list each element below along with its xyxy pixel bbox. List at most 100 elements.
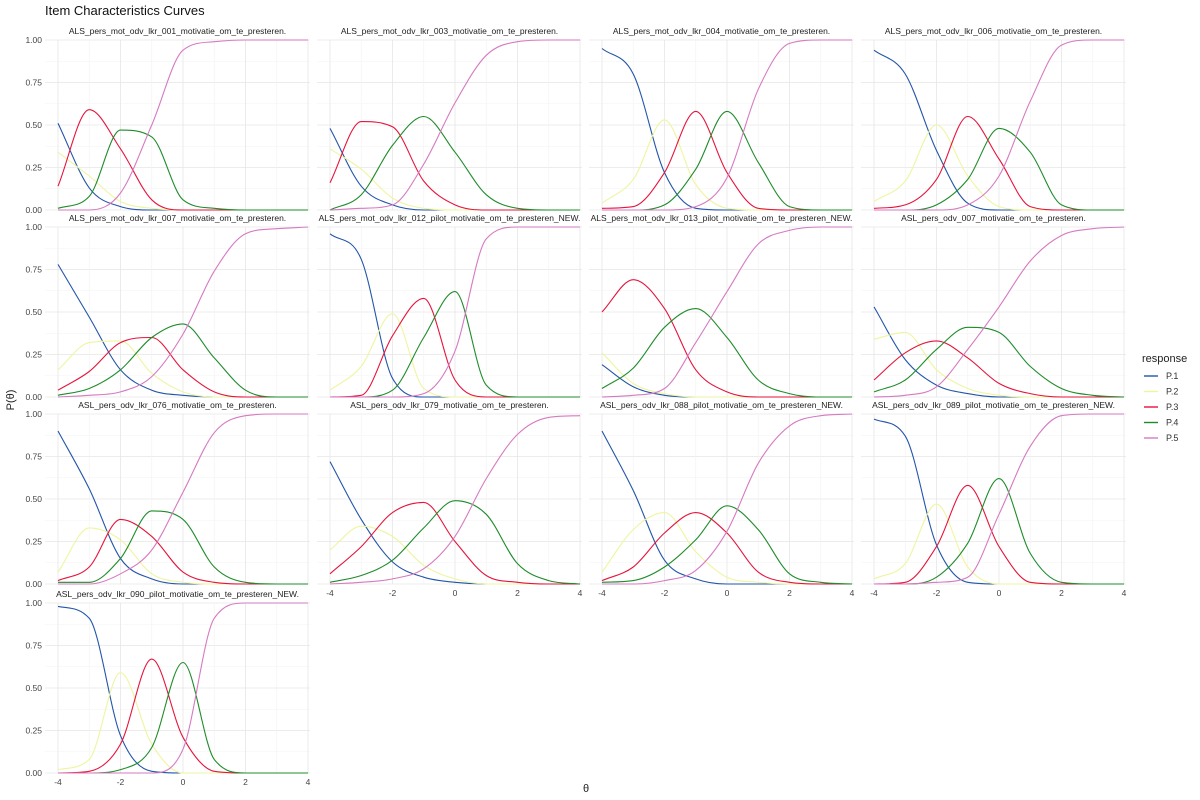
- x-tick-label: 4: [850, 588, 855, 598]
- legend-items: P.1 P.2 P.3 P.4 P.5: [1144, 371, 1178, 443]
- y-tick-label: 0.00: [25, 205, 42, 215]
- x-tick-label: -4: [598, 588, 606, 598]
- legend-title: response: [1142, 353, 1187, 365]
- panel-grid: [589, 413, 854, 585]
- x-tick-label: 0: [181, 777, 186, 787]
- legend: response P.1 P.2 P.3 P.4 P.5: [1142, 353, 1187, 443]
- x-tick-label: -4: [54, 777, 62, 787]
- x-axis-label: θ: [583, 783, 589, 795]
- facet-panel: ALS_pers_mot_odv_lkr_013_pilot_motivatie…: [589, 213, 854, 398]
- y-tick-label: 1.00: [25, 35, 42, 45]
- panel-title: ASL_pers_odv_lkr_090_pilot_motivatie_om_…: [56, 589, 299, 599]
- facet-panel: ASL_pers_odv_lkr_090_pilot_motivatie_om_…: [25, 589, 310, 787]
- facet-panel: ASL_pers_odv_lkr_088_pilot_motivatie_om_…: [589, 400, 855, 598]
- panel-title: ASL_pers_odv_lkr_089_pilot_motivatie_om_…: [872, 400, 1115, 410]
- series-line-p3: [601, 512, 852, 585]
- series-line-p4: [601, 505, 853, 585]
- series-line-p5: [873, 39, 1124, 211]
- y-tick-label: 0.50: [25, 494, 42, 504]
- x-tick-label: -2: [933, 588, 941, 598]
- legend-label: P.2: [1166, 387, 1178, 397]
- x-tick-label: 2: [515, 588, 520, 598]
- facet-panels: ALS_pers_mot_odv_lkr_001_motivatie_om_te…: [25, 26, 1126, 787]
- y-tick-label: 0.75: [25, 452, 42, 462]
- panel-grid: [45, 413, 310, 585]
- y-tick-label: 0.50: [25, 120, 42, 130]
- panel-grid: [317, 39, 582, 211]
- y-tick-label: 0.50: [25, 307, 42, 317]
- y-tick-label: 0.00: [25, 392, 42, 402]
- chart-title: Item Characteristics Curves: [45, 3, 205, 18]
- y-tick-label: 0.25: [25, 163, 42, 173]
- series-line-p5: [58, 413, 308, 585]
- panel-title: ASL_pers_odv_007_motivatie_om_te_prester…: [901, 213, 1086, 223]
- series-line-p4: [57, 323, 308, 398]
- facet-panel: ASL_pers_odv_lkr_076_motivatie_om_te_pre…: [25, 400, 310, 589]
- facet-panel: ASL_pers_odv_007_motivatie_om_te_prester…: [861, 213, 1126, 398]
- panel-title: ALS_pers_mot_odv_lkr_007_motivatie_om_te…: [69, 213, 286, 223]
- x-tick-label: -2: [661, 588, 669, 598]
- series-line-p4: [873, 326, 1125, 398]
- series-line-p4: [58, 510, 308, 585]
- y-tick-label: 0.25: [25, 350, 42, 360]
- panel-grid: [45, 602, 310, 774]
- series-line-p5: [57, 39, 308, 211]
- series-line-p4: [329, 500, 581, 585]
- x-tick-label: -2: [117, 777, 125, 787]
- y-tick-label: 0.75: [25, 78, 42, 88]
- y-tick-label: 0.50: [25, 683, 42, 693]
- legend-item: P.1: [1144, 371, 1178, 381]
- panel-grid: [45, 226, 310, 398]
- y-tick-label: 1.00: [25, 598, 42, 608]
- x-tick-label: 2: [243, 777, 248, 787]
- legend-item: P.5: [1144, 433, 1178, 443]
- facet-panel: ALS_pers_mot_odv_lkr_012_pilot_motivatie…: [317, 213, 582, 398]
- facet-panel: ASL_pers_odv_lkr_079_motivatie_om_te_pre…: [317, 400, 583, 598]
- x-tick-label: 4: [306, 777, 311, 787]
- series-line-p3: [329, 501, 580, 585]
- panel-title: ALS_pers_mot_odv_lkr_001_motivatie_om_te…: [69, 26, 286, 36]
- x-tick-label: 0: [453, 588, 458, 598]
- x-tick-label: -2: [389, 588, 397, 598]
- y-tick-label: 1.00: [25, 409, 42, 419]
- panel-title: ASL_pers_odv_lkr_076_motivatie_om_te_pre…: [78, 400, 276, 410]
- x-tick-label: 2: [1059, 588, 1064, 598]
- y-tick-label: 0.25: [25, 537, 42, 547]
- x-tick-label: 0: [997, 588, 1002, 598]
- legend-item: P.4: [1144, 418, 1178, 428]
- panel-title: ALS_pers_mot_odv_lkr_004_motivatie_om_te…: [613, 26, 830, 36]
- series-line-p4: [329, 115, 580, 211]
- panel-title: ALS_pers_mot_odv_lkr_003_motivatie_om_te…: [341, 26, 558, 36]
- facet-panel: ALS_pers_mot_odv_lkr_006_motivatie_om_te…: [861, 26, 1126, 211]
- facet-panel: ALS_pers_mot_odv_lkr_007_motivatie_om_te…: [25, 213, 310, 402]
- x-tick-label: 0: [725, 588, 730, 598]
- series-line-p4: [601, 308, 852, 398]
- panel-title: ALS_pers_mot_odv_lkr_013_pilot_motivatie…: [591, 213, 853, 223]
- series-line-p5: [874, 413, 1124, 585]
- x-tick-label: -4: [326, 588, 334, 598]
- facet-panel: ASL_pers_odv_lkr_089_pilot_motivatie_om_…: [861, 400, 1127, 598]
- x-tick-label: -4: [870, 588, 878, 598]
- series-line-p5: [601, 226, 852, 398]
- panel-title: ALS_pers_mot_odv_lkr_012_pilot_motivatie…: [319, 213, 581, 223]
- x-tick-label: 4: [578, 588, 583, 598]
- legend-label: P.3: [1166, 402, 1178, 412]
- panel-title: ASL_pers_odv_lkr_079_motivatie_om_te_pre…: [350, 400, 548, 410]
- y-tick-label: 0.00: [25, 579, 42, 589]
- series-line-p5: [58, 602, 308, 774]
- panel-title: ASL_pers_odv_lkr_088_pilot_motivatie_om_…: [600, 400, 843, 410]
- panel-grid: [317, 413, 582, 585]
- panel-grid: [861, 226, 1126, 398]
- series-line-p3: [873, 340, 1124, 398]
- legend-label: P.5: [1166, 433, 1178, 443]
- panel-grid: [45, 39, 310, 211]
- series-line-p4: [57, 129, 308, 211]
- legend-label: P.1: [1166, 371, 1178, 381]
- series-line-p5: [329, 39, 580, 211]
- facet-panel: ALS_pers_mot_odv_lkr_001_motivatie_om_te…: [25, 26, 310, 215]
- legend-label: P.4: [1166, 418, 1178, 428]
- legend-item: P.3: [1144, 402, 1178, 412]
- y-tick-label: 0.75: [25, 641, 42, 651]
- series-line-p5: [602, 413, 853, 585]
